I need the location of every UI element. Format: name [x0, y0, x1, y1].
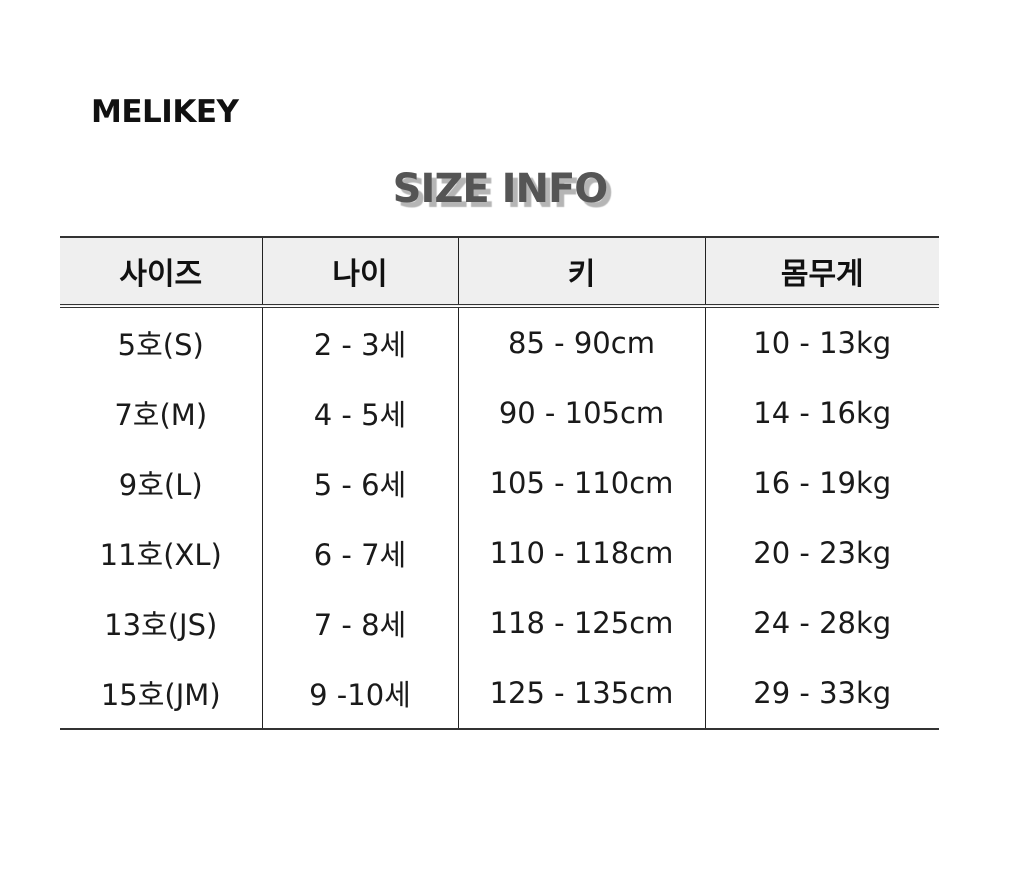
brand-name: MELIKEY — [91, 94, 239, 130]
cell-height: 118 - 125cm — [457, 588, 705, 658]
cell-height: 105 - 110cm — [457, 448, 705, 518]
cell-height: 85 - 90cm — [457, 306, 705, 378]
table-row: 15호(JM) 9 -10세 125 - 135cm 29 - 33kg — [60, 658, 939, 730]
cell-size: 5호(S) — [117, 328, 204, 362]
header-age: 나이 — [261, 236, 458, 308]
cell-age: 9 -10세 — [261, 658, 458, 730]
header-size: 사이즈 — [60, 236, 262, 308]
cell-weight: 20 - 23kg — [704, 518, 939, 588]
table-row: 11호(XL) 6 - 7세 110 - 118cm 20 - 23kg — [60, 518, 939, 588]
cell-size: 7호(M) — [114, 398, 208, 432]
cell-height: 90 - 105cm — [457, 378, 705, 448]
cell-weight: 10 - 13kg — [704, 306, 939, 378]
cell-age: 6 - 7세 — [261, 518, 458, 588]
cell-size: 11호(XL) — [99, 538, 222, 572]
header-height: 키 — [457, 236, 705, 308]
cell-age: 7 - 8세 — [261, 588, 458, 658]
table-row: 9호(L) 5 - 6세 105 - 110cm 16 - 19kg — [60, 448, 939, 518]
cell-height: 110 - 118cm — [457, 518, 705, 588]
cell-size: 9호(L) — [118, 468, 203, 502]
cell-age: 5 - 6세 — [261, 448, 458, 518]
header-weight: 몸무게 — [704, 236, 939, 308]
cell-size: 15호(JM) — [60, 658, 262, 730]
page-title: SIZE INFO — [392, 166, 609, 212]
cell-height: 125 - 135cm — [457, 658, 705, 730]
cell-weight: 24 - 28kg — [704, 588, 939, 658]
table-row: 5호(S) 2 - 3세 85 - 90cm 10 - 13kg — [60, 306, 939, 378]
table-row: 7호(M) 4 - 5세 90 - 105cm 14 - 16kg — [60, 378, 939, 448]
cell-weight: 16 - 19kg — [704, 448, 939, 518]
size-table: 사이즈 나이 키 몸무게 5호(S) 2 - 3세 85 - 90cm 10 - 13… — [60, 236, 939, 730]
cell-age: 2 - 3세 — [261, 306, 458, 378]
table-header-row: 사이즈 나이 키 몸무게 — [60, 236, 939, 308]
cell-age: 4 - 5세 — [261, 378, 458, 448]
cell-size: 13호(JS) — [104, 608, 218, 642]
cell-weight: 29 - 33kg — [704, 658, 939, 730]
cell-weight: 14 - 16kg — [704, 378, 939, 448]
table-row: 13호(JS) 7 - 8세 118 - 125cm 24 - 28kg — [60, 588, 939, 658]
